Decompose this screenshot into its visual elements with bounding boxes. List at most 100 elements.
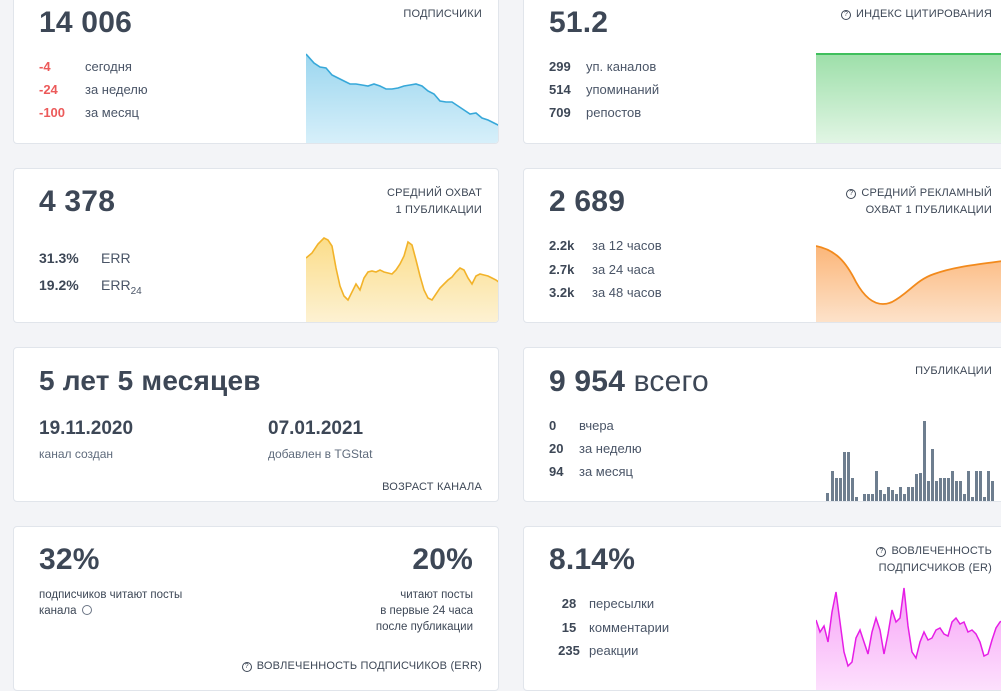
citation-sparkline: [816, 53, 1001, 143]
posts-bar: [891, 490, 894, 501]
subscribers-stat-today: -4 сегодня: [39, 59, 132, 74]
posts-bar: [935, 481, 938, 501]
ad-reach-stat-48h: 3.2k за 48 часов: [549, 285, 662, 300]
er-value: 8.14%: [549, 543, 636, 576]
posts-bar: [887, 487, 890, 501]
posts-bar: [987, 471, 990, 501]
channel-age-label: ВОЗРАСТ КАНАЛА: [382, 481, 482, 493]
reach-value: 4 378: [39, 185, 116, 218]
added-label: добавлен в TGStat: [268, 447, 373, 461]
posts-stat-week: 20 за неделю: [549, 441, 642, 456]
ad-reach-stat-12h: 2.2k за 12 часов: [549, 238, 662, 253]
citation-stat-channels: 299 уп. каналов: [549, 59, 657, 74]
posts-bar: [983, 497, 986, 501]
posts-label: ПУБЛИКАЦИИ: [915, 365, 992, 377]
posts-bar: [967, 471, 970, 501]
posts-bar: [871, 494, 874, 501]
err-right-text: читают посты в первые 24 часа после публик…: [375, 589, 473, 633]
er-card[interactable]: 8.14% ? ВОВЛЕЧЕННОСТЬ ПОДПИСЧИКОВ (ER) 28 п…: [523, 526, 1001, 691]
posts-bar: [903, 494, 906, 501]
posts-bar: [835, 478, 838, 501]
posts-total: 9 954 всего: [549, 365, 709, 398]
posts-bar: [847, 452, 850, 501]
posts-bar: [911, 487, 914, 501]
subscribers-count: 14 006: [39, 6, 132, 39]
added-date: 07.01.2021: [268, 418, 364, 439]
posts-bar: [963, 494, 966, 501]
reach-stat-err: 31.3% ERR: [39, 250, 131, 266]
help-icon[interactable]: [81, 605, 92, 615]
posts-bar: [971, 497, 974, 501]
posts-bar: [931, 449, 934, 501]
help-icon[interactable]: ?: [846, 189, 857, 199]
posts-card[interactable]: 9 954 всего ПУБЛИКАЦИИ 0 вчера 20 за недел…: [523, 347, 1001, 502]
er-stat-comments: 15 комментарии: [561, 620, 670, 635]
posts-bar-chart: [826, 421, 994, 501]
er-label: ? ВОВЛЕЧЕННОСТЬ ПОДПИСЧИКОВ (ER): [876, 543, 992, 577]
reach-stat-err24: 19.2% ERR24: [39, 277, 142, 297]
posts-bar: [863, 494, 866, 501]
help-icon[interactable]: ?: [876, 547, 887, 557]
posts-bar: [839, 478, 842, 501]
ad-reach-stat-24h: 2.7k за 24 часа: [549, 262, 655, 277]
posts-bar: [975, 471, 978, 501]
citation-stat-reposts: 709 репостов: [549, 105, 642, 120]
posts-bar: [951, 471, 954, 501]
er-sparkline: [816, 587, 1001, 690]
posts-stat-yesterday: 0 вчера: [549, 418, 614, 433]
posts-bar: [959, 481, 962, 501]
ad-reach-sparkline: [816, 245, 1001, 322]
posts-bar: [923, 421, 926, 501]
posts-bar: [955, 481, 958, 501]
help-icon[interactable]: ?: [241, 662, 252, 672]
subscribers-stat-month: -100 за месяц: [39, 105, 139, 120]
posts-bar: [855, 497, 858, 501]
posts-bar: [895, 494, 898, 501]
posts-bar: [943, 478, 946, 501]
channel-age-card[interactable]: 5 лет 5 месяцев 19.11.2020 канал создан …: [13, 347, 499, 502]
posts-stat-month: 94 за месяц: [549, 464, 633, 479]
posts-bar: [851, 478, 854, 501]
reach-label: СРЕДНИЙ ОХВАТ 1 ПУБЛИКАЦИИ: [386, 187, 482, 216]
ad-reach-label: ? СРЕДНИЙ РЕКЛАМНЫЙ ОХВАТ 1 ПУБЛИКАЦИИ: [846, 185, 992, 219]
posts-bar: [915, 474, 918, 501]
er-stat-forwards: 28 пересылки: [561, 596, 655, 611]
posts-bar: [831, 471, 834, 501]
err-footer-label: ? ВОВЛЕЧЕННОСТЬ ПОДПИСЧИКОВ (ERR): [241, 658, 482, 675]
ad-reach-card[interactable]: 2 689 ? СРЕДНИЙ РЕКЛАМНЫЙ ОХВАТ 1 ПУБЛИКАЦ…: [523, 168, 1001, 323]
posts-bar: [879, 490, 882, 501]
subscribers-stat-week: -24 за неделю: [39, 82, 148, 97]
er-stat-reactions: 235 реакции: [558, 643, 639, 658]
posts-bar: [991, 481, 994, 501]
help-icon[interactable]: ?: [841, 10, 852, 20]
posts-bar: [883, 494, 886, 501]
ad-reach-value: 2 689: [549, 185, 626, 218]
channel-age-value: 5 лет 5 месяцев: [39, 365, 261, 396]
reach-sparkline: [306, 237, 498, 322]
subscribers-label: ПОДПИСЧИКИ: [403, 8, 482, 20]
posts-bar: [939, 478, 942, 501]
err-right-value: 20%: [412, 543, 473, 576]
posts-bar: [843, 452, 846, 501]
citation-index-label: ? ИНДЕКС ЦИТИРОВАНИЯ: [841, 6, 992, 23]
citation-index-value: 51.2: [549, 6, 609, 39]
reach-card[interactable]: 4 378 СРЕДНИЙ ОХВАТ 1 ПУБЛИКАЦИИ 31.3% ERR…: [13, 168, 499, 323]
posts-bar: [907, 487, 910, 501]
posts-bar: [927, 481, 930, 501]
posts-bar: [947, 478, 950, 501]
posts-bar: [979, 471, 982, 501]
err-left-text: подписчиков читают посты канала: [39, 589, 183, 617]
posts-bar: [875, 471, 878, 501]
err-left-value: 32%: [39, 543, 100, 576]
posts-bar: [867, 494, 870, 501]
err-card[interactable]: 32% подписчиков читают посты канала 20% ч…: [13, 526, 499, 691]
created-label: канал создан: [39, 447, 114, 461]
citation-stat-mentions: 514 упоминаний: [549, 82, 660, 97]
posts-bar: [919, 473, 922, 501]
subscribers-card[interactable]: 14 006 ПОДПИСЧИКИ -4 сегодня -24 за неделю…: [13, 0, 499, 144]
posts-bar: [899, 487, 902, 501]
citation-card[interactable]: 51.2 ? ИНДЕКС ЦИТИРОВАНИЯ 299 уп. каналов …: [523, 0, 1001, 144]
created-date: 19.11.2020: [39, 418, 134, 439]
posts-bar: [826, 493, 829, 501]
subscribers-sparkline: [306, 53, 498, 143]
